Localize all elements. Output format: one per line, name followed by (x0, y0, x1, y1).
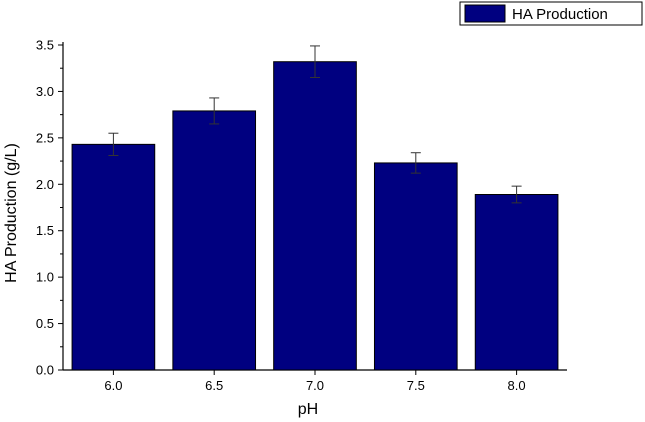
y-tick-label: 2.5 (36, 130, 54, 145)
y-axis: 0.0 0.5 1.0 1.5 2.0 2.5 3.0 3.5 (36, 38, 64, 378)
x-tick-label: 7.5 (407, 378, 425, 393)
y-tick-label: 3.5 (36, 38, 54, 53)
x-tick-label: 6.0 (104, 378, 122, 393)
y-axis-title: HA Production (g/L) (3, 143, 20, 283)
error-bar-6.0 (108, 132, 119, 156)
y-tick-label: 0.5 (36, 316, 54, 331)
error-bar-7.0 (310, 45, 320, 78)
y-tick-label: 0.0 (36, 363, 54, 378)
bar-7.0 (273, 61, 357, 371)
bar-6.0 (71, 143, 156, 371)
x-tick-label: 8.0 (508, 378, 526, 393)
y-tick-label: 1.5 (36, 223, 54, 238)
bars (71, 61, 559, 371)
y-tick-label: 1.0 (36, 270, 54, 285)
bar-8.0 (474, 194, 559, 371)
bar-6.5 (172, 110, 257, 371)
y-tick-label: 2.0 (36, 177, 54, 192)
bar-7.5 (373, 162, 458, 371)
x-axis: 6.0 6.5 7.0 7.5 8.0 (63, 369, 567, 393)
y-tick-label: 3.0 (36, 84, 54, 99)
legend: HA Production (459, 1, 643, 26)
x-tick-label: 6.5 (205, 378, 223, 393)
legend-swatch (464, 4, 506, 23)
error-bar-8.0 (511, 185, 522, 204)
legend-label: HA Production (512, 6, 608, 23)
x-axis-title: pH (298, 401, 318, 418)
error-bar-7.5 (410, 152, 421, 174)
error-bar-6.5 (209, 97, 220, 125)
x-tick-label: 7.0 (306, 378, 324, 393)
error-bars (108, 45, 522, 204)
